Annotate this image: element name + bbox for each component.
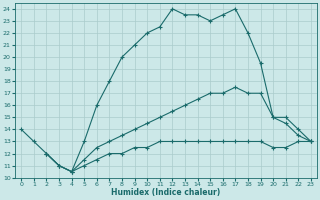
X-axis label: Humidex (Indice chaleur): Humidex (Indice chaleur) <box>111 188 221 197</box>
